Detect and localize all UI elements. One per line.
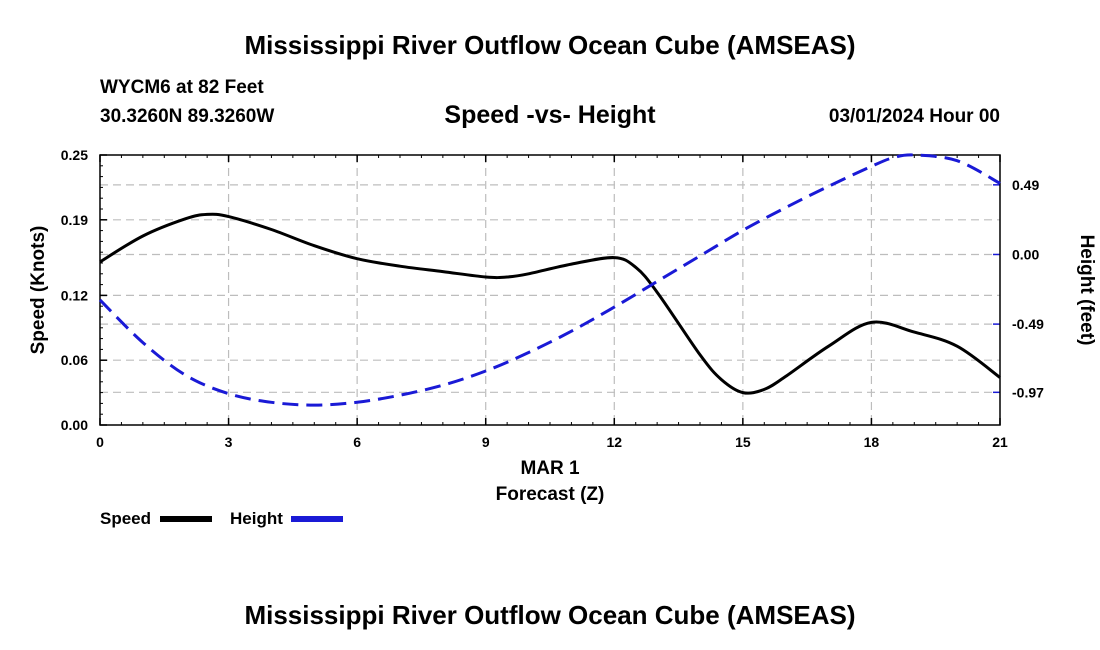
legend-speed-label: Speed xyxy=(100,509,152,528)
series-line-speed xyxy=(99,212,1001,395)
plot-frame xyxy=(99,154,1001,426)
y-axis-title: Speed (Knots) xyxy=(28,226,49,355)
x-axis-title: Forecast (Z) xyxy=(496,484,605,505)
x-tick-label: 0 xyxy=(96,434,104,450)
y2-tick-label: 0.49 xyxy=(1012,177,1039,193)
y-tick-label: 0.19 xyxy=(61,212,88,228)
grid-lines xyxy=(100,155,1000,425)
y2-tick-label: -0.97 xyxy=(1012,384,1044,400)
chart-subtitle: Speed -vs- Height xyxy=(444,101,656,129)
legend-height-swatch xyxy=(291,516,343,522)
y-tick-label: 0.25 xyxy=(61,147,88,163)
data-series xyxy=(98,153,1001,407)
x-tick-label: 21 xyxy=(992,434,1008,450)
x-axis-sublabel: MAR 1 xyxy=(520,458,580,479)
legend-speed-swatch xyxy=(160,516,212,522)
tick-labels: 0 3 6 9 12 15 18 21 0.00 0.06 0.12 0.19 0.25 -0.97 -0.… xyxy=(61,147,1044,450)
legend-height-label: Height xyxy=(230,509,283,528)
y-tick-label: 0.12 xyxy=(61,287,88,303)
axis-ticks xyxy=(99,154,1001,426)
x-tick-label: 9 xyxy=(482,434,490,450)
x-tick-label: 6 xyxy=(353,434,361,450)
x-tick-label: 18 xyxy=(864,434,880,450)
y-tick-label: 0.06 xyxy=(61,352,88,368)
x-tick-label: 15 xyxy=(735,434,751,450)
x-tick-label: 3 xyxy=(225,434,233,450)
y2-axis-title: Height (feet) xyxy=(1076,235,1097,346)
y-tick-label: 0.00 xyxy=(61,417,88,433)
y2-tick-label: 0.00 xyxy=(1012,246,1039,262)
y2-tick-label: -0.49 xyxy=(1012,316,1044,332)
station-label: WYCM6 at 82 Feet xyxy=(100,77,264,98)
series-line-height xyxy=(98,153,1001,407)
x-tick-label: 12 xyxy=(606,434,622,450)
coordinates-label: 30.3260N 89.3260W xyxy=(100,106,275,127)
footer-title: Mississippi River Outflow Ocean Cube (AM… xyxy=(244,600,856,630)
forecast-datetime: 03/01/2024 Hour 00 xyxy=(828,106,1000,127)
chart-title: Mississippi River Outflow Ocean Cube (AM… xyxy=(244,30,856,60)
